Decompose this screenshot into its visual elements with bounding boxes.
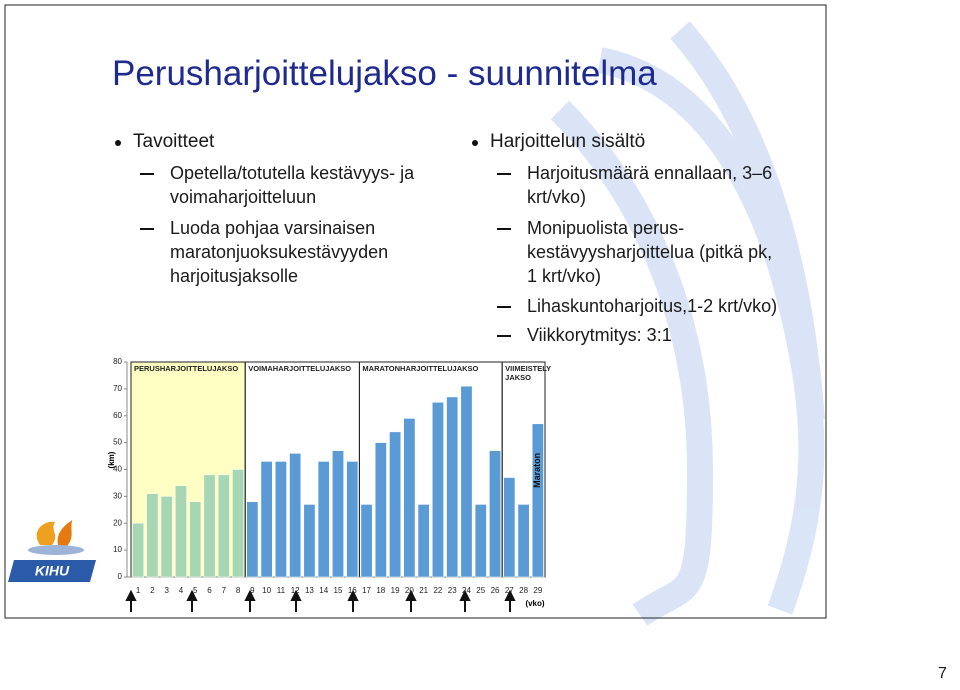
bar <box>275 461 287 578</box>
sub-bullet-line: harjoitusjaksolle <box>170 266 299 286</box>
bar <box>260 461 273 578</box>
bar <box>374 442 387 578</box>
slide-title: Perusharjoittelujakso - suunnitelma <box>112 54 657 93</box>
y-tick-label: 40 <box>113 465 122 474</box>
bar <box>132 523 145 578</box>
y-tick-label: 80 <box>113 357 122 366</box>
bar <box>389 431 401 578</box>
slide-frame <box>4 4 827 619</box>
x-tick-label: 29 <box>533 586 542 595</box>
sub-bullet-line: maratonjuoksukestävyyden <box>170 242 389 262</box>
phase-label: VOIMAHARJOITTELUJAKSO <box>248 364 351 373</box>
bar <box>160 496 173 578</box>
bar <box>531 423 544 578</box>
bar <box>246 501 259 578</box>
x-tick-label: 12 <box>291 586 300 595</box>
y-tick-label: 20 <box>113 518 122 527</box>
bar <box>217 474 230 578</box>
sub-bullet-line: Lihaskuntoharjoitus,1-2 krt/vko) <box>496 296 778 316</box>
sub-bullet-line: Viikkorytmitys: 3:1 <box>497 325 672 345</box>
bar <box>360 504 373 578</box>
sub-bullet-line: Opetella/totutella kestävyys- ja <box>139 163 415 183</box>
x-tick-label: 3 <box>164 586 169 595</box>
bar <box>432 402 444 578</box>
page-number: 7 <box>938 665 947 682</box>
y-tick-label: 50 <box>113 438 122 447</box>
x-tick-label: 19 <box>391 586 400 595</box>
phase-label: PERUSHARJOITTELUJAKSO <box>134 364 238 373</box>
x-tick-label: 20 <box>405 586 414 595</box>
bar <box>474 504 487 578</box>
x-tick-label: 23 <box>448 586 457 595</box>
bar <box>417 504 430 578</box>
x-tick-label: 25 <box>476 586 485 595</box>
x-tick-label: 18 <box>376 586 385 595</box>
x-tick-label: 6 <box>207 586 212 595</box>
phase-label: MARATONHARJOITTELUJAKSO <box>362 364 478 373</box>
x-tick-label: 2 <box>150 586 155 595</box>
bar <box>175 485 187 578</box>
x-tick-label: 10 <box>262 586 271 595</box>
x-tick-label: 26 <box>491 586 500 595</box>
bullet: Harjoittelun sisältö <box>471 131 646 152</box>
sub-bullet-line: Harjoitusmäärä ennallaan, 3–6 <box>496 163 773 183</box>
phase-label: VIIMEISTELY JAKSO <box>505 364 551 382</box>
x-tick-label: 15 <box>334 586 343 595</box>
x-tick-label: 5 <box>193 586 198 595</box>
bar <box>346 461 359 578</box>
x-tick-label: 22 <box>433 586 442 595</box>
x-tick-label: 27 <box>505 586 514 595</box>
sub-bullet-line: 1 krt/vko) <box>527 266 602 286</box>
bar <box>446 396 459 578</box>
x-tick-label: 28 <box>519 586 528 595</box>
y-tick-label: 60 <box>113 411 122 420</box>
annotation: Maraton <box>532 453 542 488</box>
x-tick-label: 14 <box>319 586 328 595</box>
bar <box>403 418 416 578</box>
bar <box>460 385 473 578</box>
logo: KIHU <box>8 520 96 582</box>
sub-bullet-line: voimaharjoitteluun <box>170 187 317 207</box>
phase-label-box <box>503 363 544 385</box>
y-tick-label: 70 <box>113 384 122 393</box>
x-tick-label: 1 <box>136 586 141 595</box>
x-tick-label: 13 <box>305 586 314 595</box>
y-tick-label: 10 <box>113 545 122 554</box>
decor-stripes <box>550 21 825 626</box>
y-tick-label: 0 <box>118 572 123 581</box>
x-tick-label: 9 <box>250 586 255 595</box>
bar <box>146 493 159 578</box>
x-tick-label: 4 <box>179 586 184 595</box>
x-tick-label: 17 <box>362 586 371 595</box>
sub-bullet-line: Monipuolista perus- <box>496 218 685 238</box>
bar <box>189 501 202 578</box>
x-tick-label: 16 <box>348 586 357 595</box>
x-tick-label: 8 <box>236 586 241 595</box>
bar <box>489 450 501 578</box>
sub-bullet-line: kestävyysharjoittelua (pitkä pk, <box>527 242 773 262</box>
x-tick-label: 24 <box>462 586 471 595</box>
bar <box>317 461 330 578</box>
bullet: Tavoitteet <box>114 131 215 152</box>
chart: PERUSHARJOITTELUJAKSO VOIMAHARJOITTELUJAK… <box>107 357 551 608</box>
bar <box>503 477 516 578</box>
x-tick-label: 7 <box>222 586 227 595</box>
y-tick-label: 30 <box>113 491 122 500</box>
x-axis-label: (vko) <box>525 599 544 608</box>
week-arrows <box>125 589 516 612</box>
x-tick-label: 11 <box>277 586 286 595</box>
bar <box>303 504 316 578</box>
bar <box>332 450 344 578</box>
x-tick-label: 21 <box>419 586 428 595</box>
sub-bullet-line: krt/vko) <box>527 187 587 207</box>
logo-text: KIHU <box>35 563 70 579</box>
bar <box>289 453 302 578</box>
bar <box>203 474 216 578</box>
bar <box>232 469 244 578</box>
sub-bullet-line: Luoda pohjaa varsinaisen <box>139 218 376 238</box>
y-axis-label: (km) <box>107 451 116 468</box>
bar <box>517 504 530 578</box>
